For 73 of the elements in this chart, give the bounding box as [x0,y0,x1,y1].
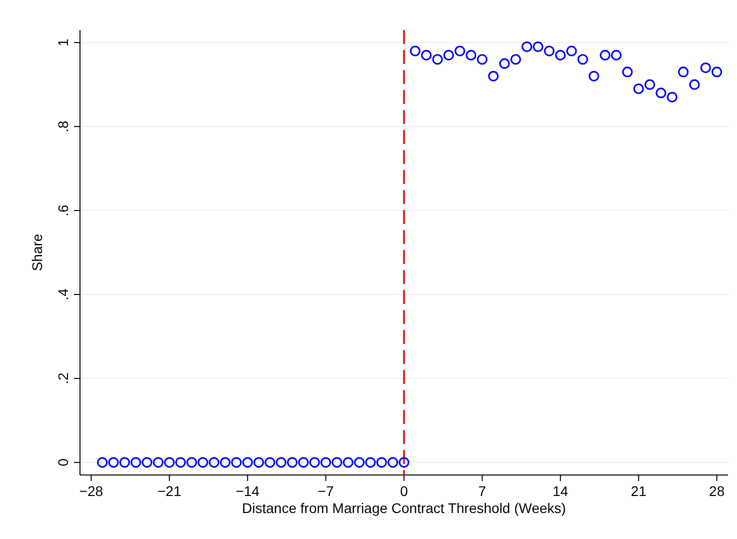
point [286,457,298,468]
point [454,46,466,56]
point [466,50,476,60]
x-tick-label: −21 [158,483,182,499]
point [678,66,689,78]
point [208,457,220,468]
point [264,457,276,468]
y-axis-title: Share [29,234,45,272]
point [231,457,242,468]
point [510,54,522,65]
point [600,50,610,60]
point [644,79,656,90]
point [712,66,722,78]
point [320,457,332,468]
point [499,58,510,69]
x-tick-label: −28 [79,483,104,499]
point [532,41,544,52]
point [376,457,387,468]
point [700,62,711,74]
point [522,41,532,52]
y-tick-label: 1 [55,38,71,46]
x-tick-label: −7 [318,483,334,499]
point [588,70,600,82]
y-tick-label: 0 [55,458,71,466]
point [342,457,354,468]
point [332,457,342,468]
point [443,50,454,60]
x-tick-label: 0 [400,483,408,499]
point [610,50,622,60]
point [186,457,198,468]
point [577,54,588,65]
point [398,457,410,468]
point [488,70,499,82]
point [198,457,208,468]
point [119,457,130,468]
y-tick-label: .8 [55,120,71,132]
point [656,88,666,98]
x-axis-title: Distance from Marriage Contract Threshold (Weeks) [242,500,566,516]
point [410,46,420,56]
x-tick-label: 14 [552,483,568,499]
point [689,79,700,90]
point [152,457,164,468]
point [276,457,286,468]
point [633,83,644,94]
point [555,50,566,60]
point [365,457,376,468]
y-tick-label: .6 [55,204,71,216]
point [220,457,231,468]
x-tick-label: 21 [630,483,647,499]
x-tick-label: 28 [709,483,725,499]
point [142,457,152,468]
x-tick-label: 7 [478,483,486,499]
point [354,457,365,468]
x-tick-label: −14 [236,483,260,499]
point [108,457,119,468]
point [309,457,320,468]
point [388,457,398,468]
point [432,54,443,65]
point [130,457,142,468]
point [253,457,264,468]
y-tick-label: .2 [55,372,71,384]
point [622,66,633,78]
point [97,457,108,468]
y-tick-label: .4 [55,288,71,300]
point [666,92,678,102]
point [476,54,488,65]
point [566,46,577,56]
point [421,50,432,60]
point [544,46,555,56]
point [242,457,253,468]
point [164,457,175,468]
point [175,457,186,468]
point [298,457,309,468]
